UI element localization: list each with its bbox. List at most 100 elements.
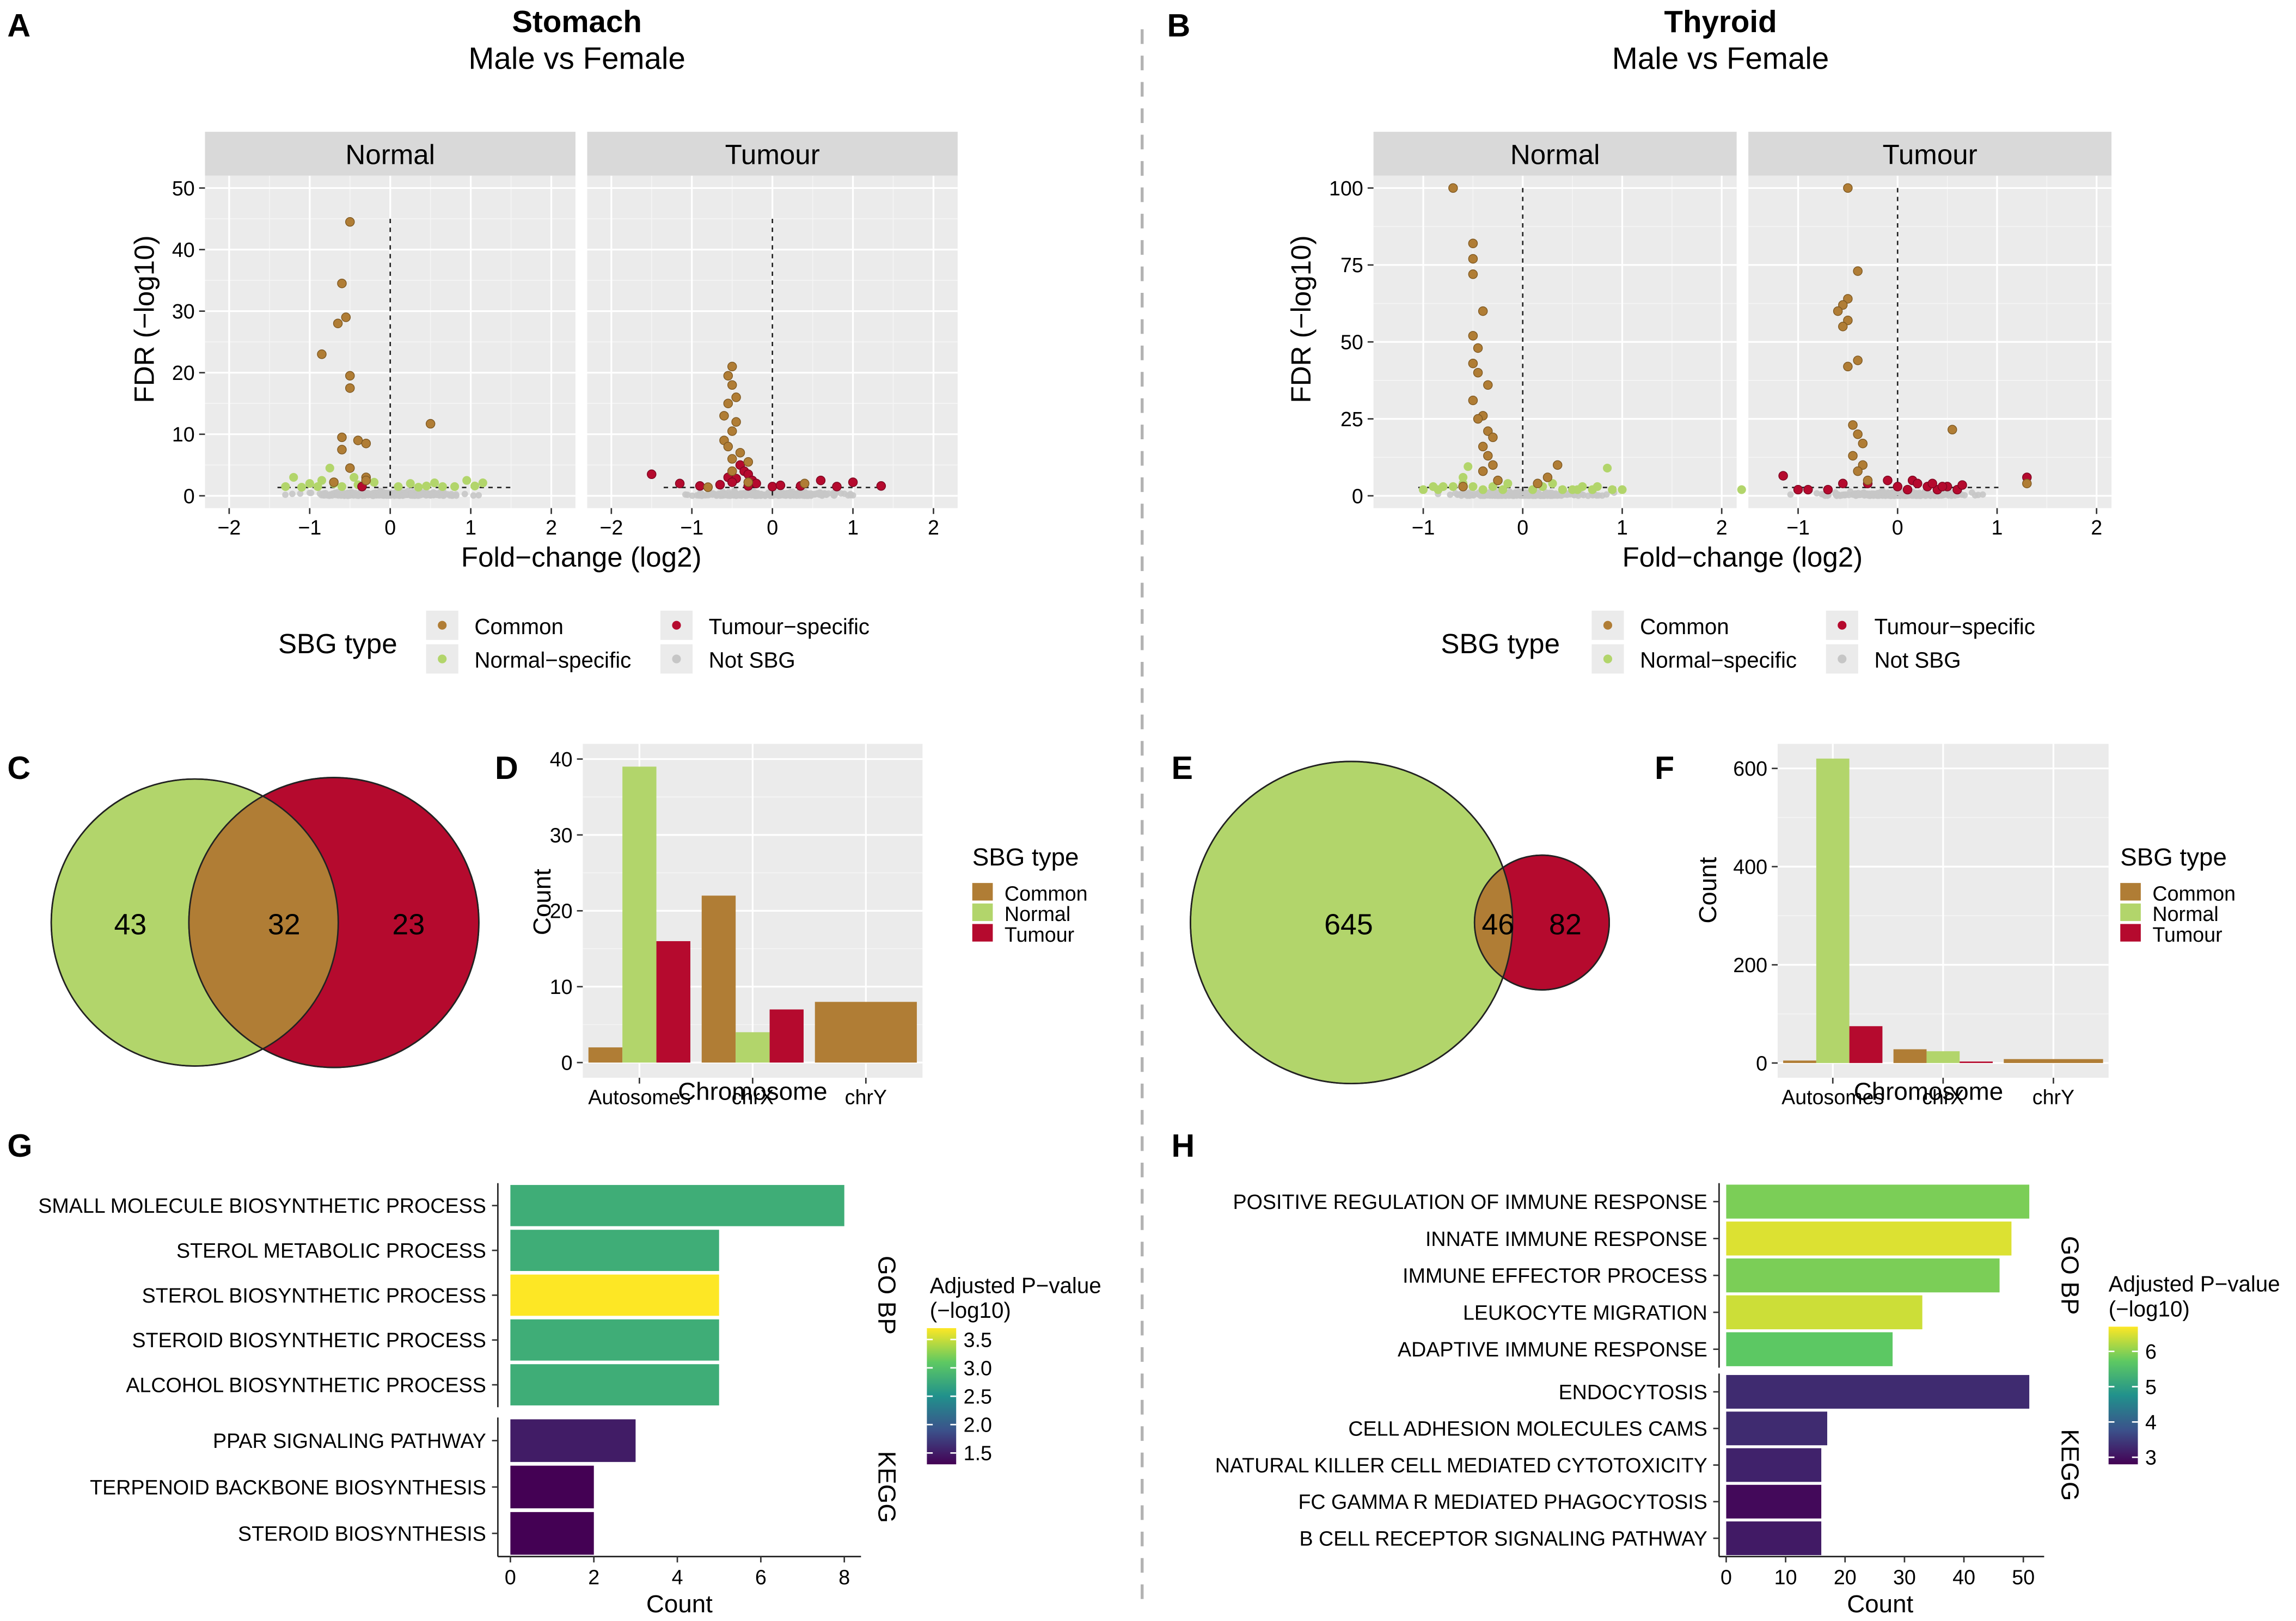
point-common <box>731 417 741 427</box>
enrichment-bar <box>1726 1295 1922 1330</box>
point-common <box>1493 475 1503 486</box>
point-not-sbg <box>1447 491 1454 498</box>
point-not-sbg <box>757 492 764 499</box>
point-tumour-specific <box>1803 484 1813 495</box>
bar-tumour <box>769 1009 804 1063</box>
enrichment-bar <box>510 1184 844 1226</box>
legend-dot-normal <box>1603 654 1613 664</box>
bar-f-ylabel: Count <box>1694 857 1722 923</box>
panel-label-e: E <box>1172 750 1193 786</box>
colorbar-tick-label: 2.5 <box>964 1385 992 1408</box>
panel-a-subtitle-text: Male vs Female <box>468 41 685 75</box>
panel-label-g: G <box>7 1127 32 1164</box>
enrichment-chart-thyroid: POSITIVE REGULATION OF IMMUNE RESPONSE IN… <box>1215 1183 2157 1589</box>
legend-dot-common <box>1603 621 1613 630</box>
point-not-sbg <box>1845 492 1852 499</box>
y-tick-label: 0 <box>1756 1052 1767 1074</box>
point-normal-specific <box>1488 482 1498 491</box>
x-tick-label: 4 <box>672 1566 683 1589</box>
colorbar-tick-label: 3 <box>2145 1446 2157 1469</box>
point-tumour-specific <box>727 477 737 487</box>
bar-common <box>701 895 736 1063</box>
legend-label-common: Common <box>1640 614 1729 639</box>
x-tick-label: chrX <box>732 1085 774 1108</box>
y-tick-label: 40 <box>172 238 195 261</box>
legend-dot-normal <box>438 654 447 664</box>
term-label: IMMUNE EFFECTOR PROCESS <box>1403 1264 1707 1287</box>
bar-normal <box>622 766 657 1063</box>
point-not-sbg <box>695 492 702 499</box>
point-common <box>1483 451 1493 461</box>
bar-common <box>2004 1059 2103 1063</box>
enrichment-bar <box>1726 1184 2030 1219</box>
point-common <box>719 411 729 421</box>
legend-dot-tumour <box>1838 621 1847 630</box>
point-normal-specific <box>1468 482 1478 491</box>
point-not-sbg <box>308 489 315 496</box>
enrichment-bar <box>510 1274 719 1316</box>
point-normal-specific <box>317 476 327 485</box>
point-not-sbg <box>417 492 423 499</box>
y-tick-label: 10 <box>172 423 195 446</box>
x-tick-label: 10 <box>1774 1566 1797 1589</box>
point-not-sbg <box>383 489 390 496</box>
point-not-sbg <box>1454 492 1461 498</box>
legend-title: SBG type <box>2120 843 2227 871</box>
volcano-a-ylabel: FDR (−log10) <box>128 235 160 403</box>
point-common <box>723 371 733 381</box>
y-tick-label: 200 <box>1733 954 1767 977</box>
x-tick-label: 0 <box>1892 516 1903 539</box>
point-not-sbg <box>689 492 696 499</box>
point-normal-specific <box>350 472 359 482</box>
point-common <box>337 278 347 288</box>
bar-legend-f: SBG type Common Normal Tumour <box>2120 843 2236 946</box>
point-normal-specific <box>337 482 347 491</box>
enrichment-bar <box>1726 1258 2000 1293</box>
point-normal-specific <box>325 463 334 473</box>
point-not-sbg <box>801 492 808 499</box>
point-tumour-specific <box>1927 478 1937 488</box>
point-normal-specific <box>1434 485 1443 494</box>
point-normal-specific <box>470 481 480 490</box>
volcano-legend-a: SBG type Common Normal−specific Tumour−s… <box>278 610 870 674</box>
point-tumour-specific <box>775 480 786 490</box>
term-label: ADAPTIVE IMMUNE RESPONSE <box>1398 1338 1707 1361</box>
point-normal-specific <box>370 477 379 487</box>
point-normal-specific <box>414 482 423 492</box>
point-not-sbg <box>433 492 440 498</box>
x-tick-label: 6 <box>755 1566 767 1589</box>
point-normal-specific <box>297 482 307 492</box>
bar-common <box>588 1047 623 1063</box>
point-normal-specific <box>1618 485 1627 494</box>
point-normal-specific <box>1548 479 1557 488</box>
point-common <box>1843 294 1853 304</box>
point-common <box>727 361 737 372</box>
point-not-sbg <box>289 490 296 498</box>
term-label: SMALL MOLECULE BIOSYNTHETIC PROCESS <box>38 1194 486 1217</box>
legend-dot-notsbg <box>1838 654 1847 664</box>
panel-a-title: Stomach <box>512 4 641 39</box>
venn-c-tumour-count: 23 <box>392 908 425 941</box>
y-tick-label: 100 <box>1329 177 1363 200</box>
point-common <box>727 466 737 476</box>
venn-stomach: 43 32 23 <box>50 777 480 1069</box>
y-tick-label: 75 <box>1340 254 1363 277</box>
point-not-sbg <box>738 490 745 497</box>
panel-a-subtitle: Male vs Female <box>468 41 685 75</box>
x-tick-label: −1 <box>680 516 703 539</box>
point-tumour-specific <box>848 477 858 487</box>
point-not-sbg <box>388 492 395 499</box>
y-tick-label: 30 <box>172 300 195 323</box>
panel-label-c: C <box>7 750 30 786</box>
x-tick-label: 1 <box>465 516 476 539</box>
colorbar-tick-label: 3.0 <box>964 1356 992 1379</box>
point-not-sbg <box>1852 492 1859 499</box>
point-normal-specific <box>1498 485 1508 494</box>
term-label: NATURAL KILLER CELL MEDIATED CYTOTOXICIT… <box>1215 1454 1707 1477</box>
point-normal-specific <box>438 482 447 491</box>
legend-swatch-tumour <box>2120 924 2141 942</box>
point-normal-specific <box>462 476 472 485</box>
legend-label-normal: Normal−specific <box>474 648 631 673</box>
point-normal-specific <box>1478 485 1487 494</box>
enrichment-bar <box>510 1230 719 1271</box>
